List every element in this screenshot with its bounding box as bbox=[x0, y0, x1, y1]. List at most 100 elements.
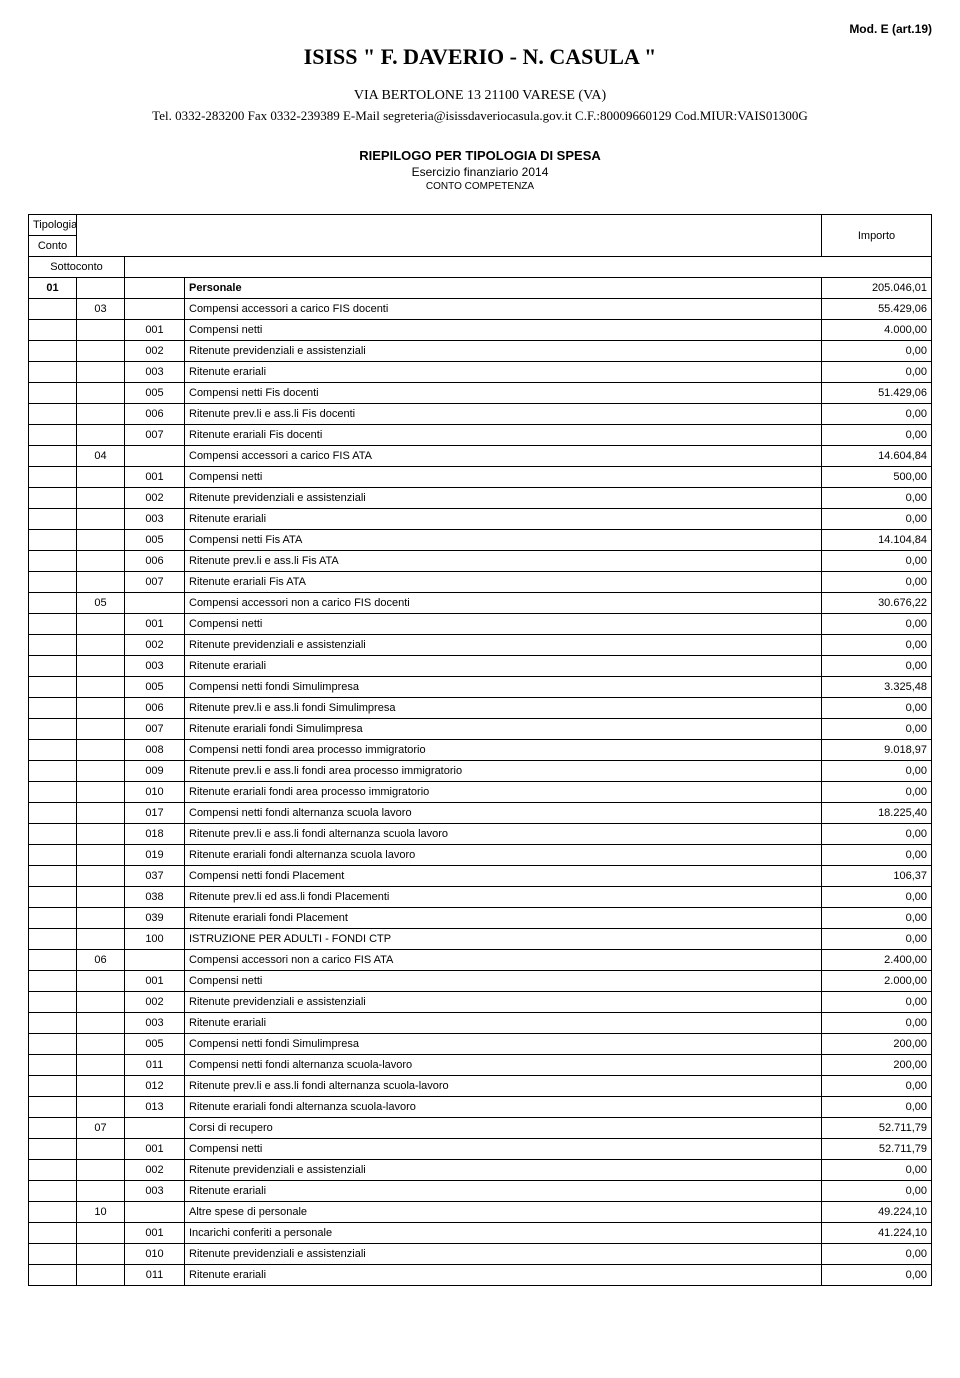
cell-importo: 0,00 bbox=[822, 425, 932, 446]
cell-conto bbox=[77, 1223, 125, 1244]
cell-descrizione: Ritenute erariali bbox=[185, 656, 822, 677]
cell-importo: 205.046,01 bbox=[822, 278, 932, 299]
cell-conto bbox=[77, 698, 125, 719]
cell-conto bbox=[77, 404, 125, 425]
cell-sottoconto bbox=[125, 446, 185, 467]
cell-tipologia bbox=[29, 866, 77, 887]
cell-sottoconto: 005 bbox=[125, 1034, 185, 1055]
cell-descrizione: Ritenute erariali bbox=[185, 1181, 822, 1202]
cell-conto bbox=[77, 383, 125, 404]
cell-tipologia bbox=[29, 299, 77, 320]
table-row: 011Compensi netti fondi alternanza scuol… bbox=[29, 1055, 932, 1076]
table-row: 001Incarichi conferiti a personale41.224… bbox=[29, 1223, 932, 1244]
cell-sottoconto: 003 bbox=[125, 656, 185, 677]
cell-sottoconto: 005 bbox=[125, 677, 185, 698]
cell-tipologia bbox=[29, 929, 77, 950]
cell-descrizione: Ritenute erariali Fis docenti bbox=[185, 425, 822, 446]
cell-descrizione: Compensi netti bbox=[185, 320, 822, 341]
cell-sottoconto: 007 bbox=[125, 425, 185, 446]
table-row: 005Compensi netti fondi Simulimpresa3.32… bbox=[29, 677, 932, 698]
cell-conto bbox=[77, 320, 125, 341]
cell-descrizione: Compensi netti bbox=[185, 971, 822, 992]
cell-tipologia bbox=[29, 1139, 77, 1160]
cell-importo: 0,00 bbox=[822, 824, 932, 845]
cell-descrizione: ISTRUZIONE PER ADULTI - FONDI CTP bbox=[185, 929, 822, 950]
cell-importo: 2.400,00 bbox=[822, 950, 932, 971]
cell-tipologia bbox=[29, 1055, 77, 1076]
cell-sottoconto: 003 bbox=[125, 1181, 185, 1202]
cell-tipologia bbox=[29, 761, 77, 782]
cell-importo: 49.224,10 bbox=[822, 1202, 932, 1223]
cell-conto bbox=[77, 614, 125, 635]
table-row: 001Compensi netti52.711,79 bbox=[29, 1139, 932, 1160]
cell-conto bbox=[77, 551, 125, 572]
cell-conto bbox=[77, 824, 125, 845]
header-blank-2 bbox=[125, 257, 932, 278]
table-row: 002Ritenute previdenziali e assistenzial… bbox=[29, 992, 932, 1013]
cell-importo: 41.224,10 bbox=[822, 1223, 932, 1244]
table-row: 010Ritenute previdenziali e assistenzial… bbox=[29, 1244, 932, 1265]
header-blank bbox=[77, 215, 822, 257]
table-row: 002Ritenute previdenziali e assistenzial… bbox=[29, 635, 932, 656]
cell-tipologia bbox=[29, 446, 77, 467]
spesa-table: Tipologia Importo Conto Sottoconto 01Per… bbox=[28, 214, 932, 1286]
cell-importo: 0,00 bbox=[822, 992, 932, 1013]
cell-conto: 10 bbox=[77, 1202, 125, 1223]
table-row: 038Ritenute prev.li ed ass.li fondi Plac… bbox=[29, 887, 932, 908]
table-row: 003Ritenute erariali0,00 bbox=[29, 656, 932, 677]
cell-tipologia bbox=[29, 362, 77, 383]
cell-conto: 04 bbox=[77, 446, 125, 467]
cell-descrizione: Compensi netti Fis ATA bbox=[185, 530, 822, 551]
cell-importo: 0,00 bbox=[822, 635, 932, 656]
cell-sottoconto bbox=[125, 1202, 185, 1223]
table-row: 013Ritenute erariali fondi alternanza sc… bbox=[29, 1097, 932, 1118]
cell-descrizione: Ritenute erariali bbox=[185, 509, 822, 530]
table-row: 04Compensi accessori a carico FIS ATA14.… bbox=[29, 446, 932, 467]
cell-tipologia bbox=[29, 824, 77, 845]
cell-tipologia bbox=[29, 719, 77, 740]
cell-tipologia bbox=[29, 572, 77, 593]
cell-descrizione: Ritenute erariali bbox=[185, 1013, 822, 1034]
cell-descrizione: Ritenute prev.li e ass.li Fis docenti bbox=[185, 404, 822, 425]
table-row: 039Ritenute erariali fondi Placement0,00 bbox=[29, 908, 932, 929]
table-row: 011Ritenute erariali0,00 bbox=[29, 1265, 932, 1286]
cell-descrizione: Altre spese di personale bbox=[185, 1202, 822, 1223]
cell-sottoconto: 013 bbox=[125, 1097, 185, 1118]
cell-descrizione: Compensi accessori non a carico FIS ATA bbox=[185, 950, 822, 971]
cell-tipologia bbox=[29, 782, 77, 803]
table-row: 005Compensi netti Fis ATA14.104,84 bbox=[29, 530, 932, 551]
cell-descrizione: Ritenute prev.li ed ass.li fondi Placeme… bbox=[185, 887, 822, 908]
cell-descrizione: Compensi accessori a carico FIS ATA bbox=[185, 446, 822, 467]
table-row: 10 Altre spese di personale49.224,10 bbox=[29, 1202, 932, 1223]
cell-tipologia bbox=[29, 551, 77, 572]
cell-sottoconto: 001 bbox=[125, 467, 185, 488]
cell-tipologia bbox=[29, 803, 77, 824]
table-row: 012Ritenute prev.li e ass.li fondi alter… bbox=[29, 1076, 932, 1097]
cell-tipologia bbox=[29, 677, 77, 698]
cell-conto bbox=[77, 782, 125, 803]
header-importo: Importo bbox=[822, 215, 932, 257]
cell-descrizione: Ritenute erariali fondi Simulimpresa bbox=[185, 719, 822, 740]
table-row: 005Compensi netti Fis docenti51.429,06 bbox=[29, 383, 932, 404]
cell-sottoconto: 006 bbox=[125, 404, 185, 425]
cell-importo: 0,00 bbox=[822, 929, 932, 950]
cell-descrizione: Compensi accessori non a carico FIS doce… bbox=[185, 593, 822, 614]
table-row: 001Compensi netti4.000,00 bbox=[29, 320, 932, 341]
cell-tipologia bbox=[29, 635, 77, 656]
cell-importo: 0,00 bbox=[822, 614, 932, 635]
table-row: 100ISTRUZIONE PER ADULTI - FONDI CTP0,00 bbox=[29, 929, 932, 950]
cell-conto bbox=[77, 1244, 125, 1265]
cell-tipologia bbox=[29, 1244, 77, 1265]
cell-sottoconto: 005 bbox=[125, 530, 185, 551]
cell-sottoconto: 006 bbox=[125, 551, 185, 572]
cell-importo: 0,00 bbox=[822, 1181, 932, 1202]
cell-importo: 3.325,48 bbox=[822, 677, 932, 698]
table-row: 001Compensi netti2.000,00 bbox=[29, 971, 932, 992]
cell-descrizione: Compensi netti Fis docenti bbox=[185, 383, 822, 404]
cell-importo: 0,00 bbox=[822, 887, 932, 908]
cell-descrizione: Incarichi conferiti a personale bbox=[185, 1223, 822, 1244]
cell-conto bbox=[77, 677, 125, 698]
cell-tipologia: 01 bbox=[29, 278, 77, 299]
cell-conto bbox=[77, 971, 125, 992]
cell-sottoconto: 007 bbox=[125, 572, 185, 593]
